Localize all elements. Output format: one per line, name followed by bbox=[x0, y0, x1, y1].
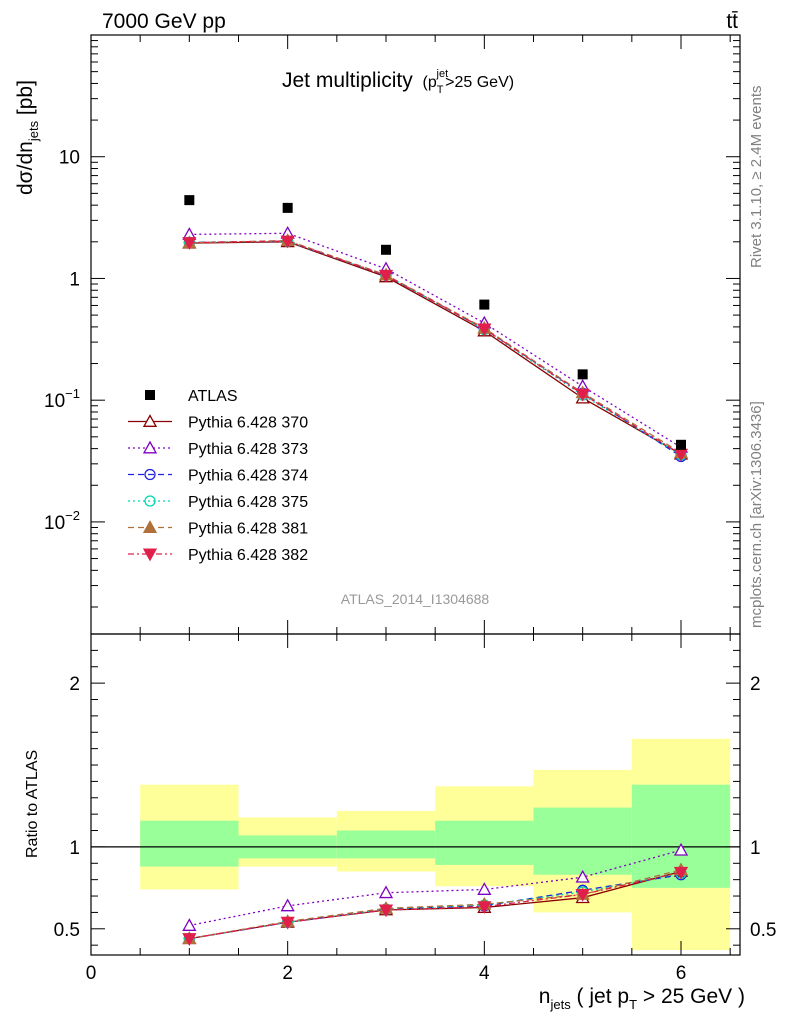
process-label: tt̄ bbox=[726, 10, 738, 33]
legend-label: Pythia 6.428 375 bbox=[188, 494, 308, 511]
ratio-y-tick-label: 0.5 bbox=[54, 920, 80, 941]
legend-label: Pythia 6.428 374 bbox=[188, 468, 308, 485]
ratio-line bbox=[189, 871, 682, 940]
ratio-point bbox=[182, 918, 197, 931]
uncertainty-band-inner bbox=[435, 820, 534, 865]
legend-marker bbox=[144, 495, 156, 507]
ratio-point bbox=[673, 866, 689, 880]
main-frame bbox=[90, 34, 741, 635]
legend: ATLAS Pythia 6.428 370 Pythia 6.428 373 Pyt… bbox=[128, 388, 308, 564]
uncertainty-band-inner bbox=[336, 830, 436, 859]
analysis-watermark: ATLAS_2014_I1304688 bbox=[341, 591, 490, 607]
atlas-data-point bbox=[676, 439, 686, 450]
rivet-label: Rivet 3.1.10, ≥ 2.4M events bbox=[748, 86, 765, 269]
legend-marker bbox=[142, 520, 158, 533]
legend-label: ATLAS bbox=[188, 388, 238, 405]
uncertainty-band-inner bbox=[140, 820, 239, 867]
series-point bbox=[280, 235, 295, 249]
ratio-point bbox=[477, 901, 492, 915]
ratio-axis-label: Ratio to ATLAS bbox=[24, 750, 41, 858]
legend-label: Pythia 6.428 373 bbox=[188, 441, 308, 458]
ratio-point bbox=[280, 916, 295, 930]
atlas-data-point bbox=[282, 202, 293, 213]
y-tick-label: 10−1 bbox=[44, 386, 80, 412]
legend-marker bbox=[142, 548, 158, 562]
y-axis-label: dσ/dnjets [pb] bbox=[14, 80, 41, 195]
atlas-data-point bbox=[577, 369, 588, 380]
series-line bbox=[189, 240, 682, 455]
ratio-y-tick-label: 2 bbox=[69, 674, 80, 695]
series-point bbox=[378, 269, 394, 283]
uncertainty-band-inner bbox=[533, 807, 632, 875]
mcplots-label: mcplots.cern.ch [arXiv:1306.3436] bbox=[748, 401, 765, 628]
ratio-y-tick-label: 2 bbox=[750, 674, 761, 695]
legend-label: Pythia 6.428 370 bbox=[188, 415, 308, 432]
x-tick-label: 4 bbox=[479, 963, 490, 984]
ratio-point bbox=[673, 842, 689, 856]
series-point bbox=[575, 388, 590, 402]
y-tick-label: 1 bbox=[69, 269, 80, 290]
energy-label: 7000 GeV pp bbox=[102, 10, 226, 33]
x-tick-label: 0 bbox=[86, 963, 97, 984]
atlas-data-point bbox=[184, 195, 195, 206]
atlas-data-point bbox=[479, 299, 490, 310]
legend-label: Pythia 6.428 381 bbox=[188, 521, 308, 538]
series-line bbox=[189, 232, 682, 448]
y-tick-label: 10−2 bbox=[44, 508, 80, 534]
ratio-y-tick-label: 0.5 bbox=[750, 920, 776, 941]
ratio-panel: 0 2 4 6 0.5 0.5 1 1 2 2 bbox=[54, 35, 776, 984]
series-point bbox=[477, 323, 492, 337]
legend-marker bbox=[145, 390, 155, 400]
ratio-point bbox=[182, 933, 197, 946]
main-panel: 10 1 10−1 10−2 bbox=[44, 34, 741, 635]
x-tick-label: 6 bbox=[676, 963, 687, 984]
ratio-y-tick-label: 1 bbox=[750, 838, 761, 859]
ratio-point bbox=[575, 869, 590, 883]
y-tick-label: 10 bbox=[59, 148, 80, 169]
ratio-line bbox=[189, 874, 682, 940]
ratio-frame bbox=[90, 633, 741, 956]
legend-marker bbox=[144, 468, 156, 481]
ratio-point bbox=[378, 904, 394, 918]
legend-label: Pythia 6.428 382 bbox=[188, 547, 308, 564]
ratio-line bbox=[189, 869, 682, 940]
ratio-point bbox=[477, 882, 492, 895]
x-tick-label: 2 bbox=[282, 963, 293, 984]
legend-marker bbox=[142, 414, 158, 427]
ratio-point bbox=[575, 888, 590, 902]
x-axis-label: njets ( jet pT > 25 GeV ) bbox=[539, 985, 745, 1012]
chart-title: Jet multiplicity (pTjet>25 GeV) bbox=[282, 68, 514, 96]
atlas-data-point bbox=[381, 244, 391, 255]
series-line bbox=[189, 239, 682, 454]
ratio-point bbox=[378, 885, 394, 899]
legend-marker bbox=[142, 440, 158, 454]
ratio-point bbox=[280, 898, 295, 912]
series-point bbox=[182, 237, 197, 250]
ratio-y-tick-label: 1 bbox=[69, 838, 80, 859]
